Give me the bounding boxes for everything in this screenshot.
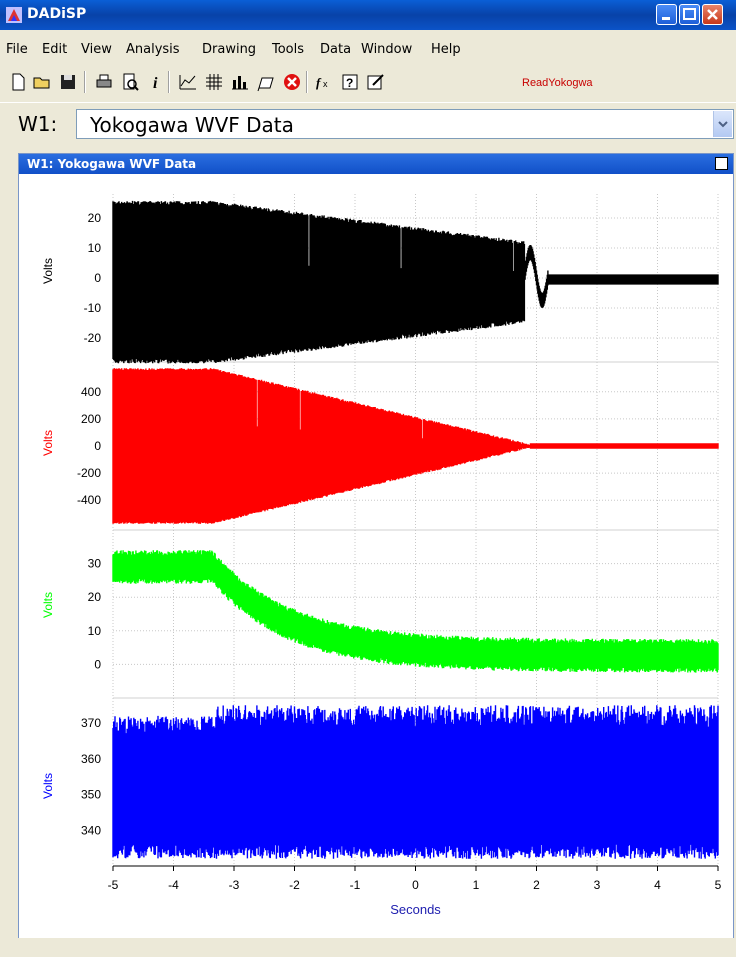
plot-icon[interactable] [178,72,198,92]
window-bottom-border [0,938,736,957]
dropdown-button[interactable] [713,111,732,137]
svg-text:f: f [316,75,322,90]
child-window: W1: Yokogawa WVF Data [18,153,734,955]
menu-tools[interactable]: Tools [272,42,305,57]
window-selector-combo[interactable]: Yokogawa WVF Data [76,109,734,139]
svg-text:x: x [323,79,328,89]
child-window-titlebar[interactable]: W1: Yokogawa WVF Data [19,154,733,174]
toolbar-separator [84,71,86,93]
info-icon[interactable]: i [146,72,166,92]
print-icon[interactable] [94,72,114,92]
chevron-down-icon [718,121,728,128]
open-folder-icon[interactable] [32,72,52,92]
menu-file[interactable]: File [6,42,28,57]
menu-help[interactable]: Help [431,42,461,57]
minimize-icon [662,17,670,20]
minimize-button[interactable] [656,4,677,25]
save-icon[interactable] [58,72,78,92]
svg-text:i: i [153,75,158,92]
new-file-icon[interactable] [8,72,28,92]
title-bar[interactable]: DADiSP [0,0,736,30]
menu-window[interactable]: Window [361,42,413,57]
edit-icon[interactable] [366,72,386,92]
window-selector-value: Yokogawa WVF Data [90,113,294,137]
window-title: DADiSP [27,6,87,22]
menu-drawing[interactable]: Drawing [202,42,257,57]
read-yokogwa-button[interactable]: ReadYokogwa [522,77,593,89]
menu-analysis[interactable]: Analysis [126,42,180,57]
menu-view[interactable]: View [81,42,112,57]
help-icon[interactable]: ? [340,72,360,92]
window-selector-label: W1: [18,112,58,136]
menu-data[interactable]: Data [320,42,352,57]
svg-text:?: ? [346,76,353,90]
grid-icon[interactable] [204,72,224,92]
annotate-icon[interactable] [256,72,276,92]
close-window-icon[interactable] [282,72,302,92]
dadisp-app-icon [6,7,22,23]
bar-chart-icon[interactable] [230,72,250,92]
toolbar-separator [168,71,170,93]
print-preview-icon[interactable] [120,72,140,92]
maximize-button[interactable] [679,4,700,25]
maximize-icon [683,8,696,20]
close-icon [707,9,718,20]
toolbar-separator [306,71,308,93]
menu-bar: File Edit View Analysis Drawing Tools Da… [0,42,736,62]
child-maximize-icon[interactable] [715,157,728,170]
menu-edit[interactable]: Edit [42,42,68,57]
close-button[interactable] [702,4,723,25]
child-window-title: W1: Yokogawa WVF Data [27,157,197,171]
window-selector-row: W1: Yokogawa WVF Data [0,102,736,143]
